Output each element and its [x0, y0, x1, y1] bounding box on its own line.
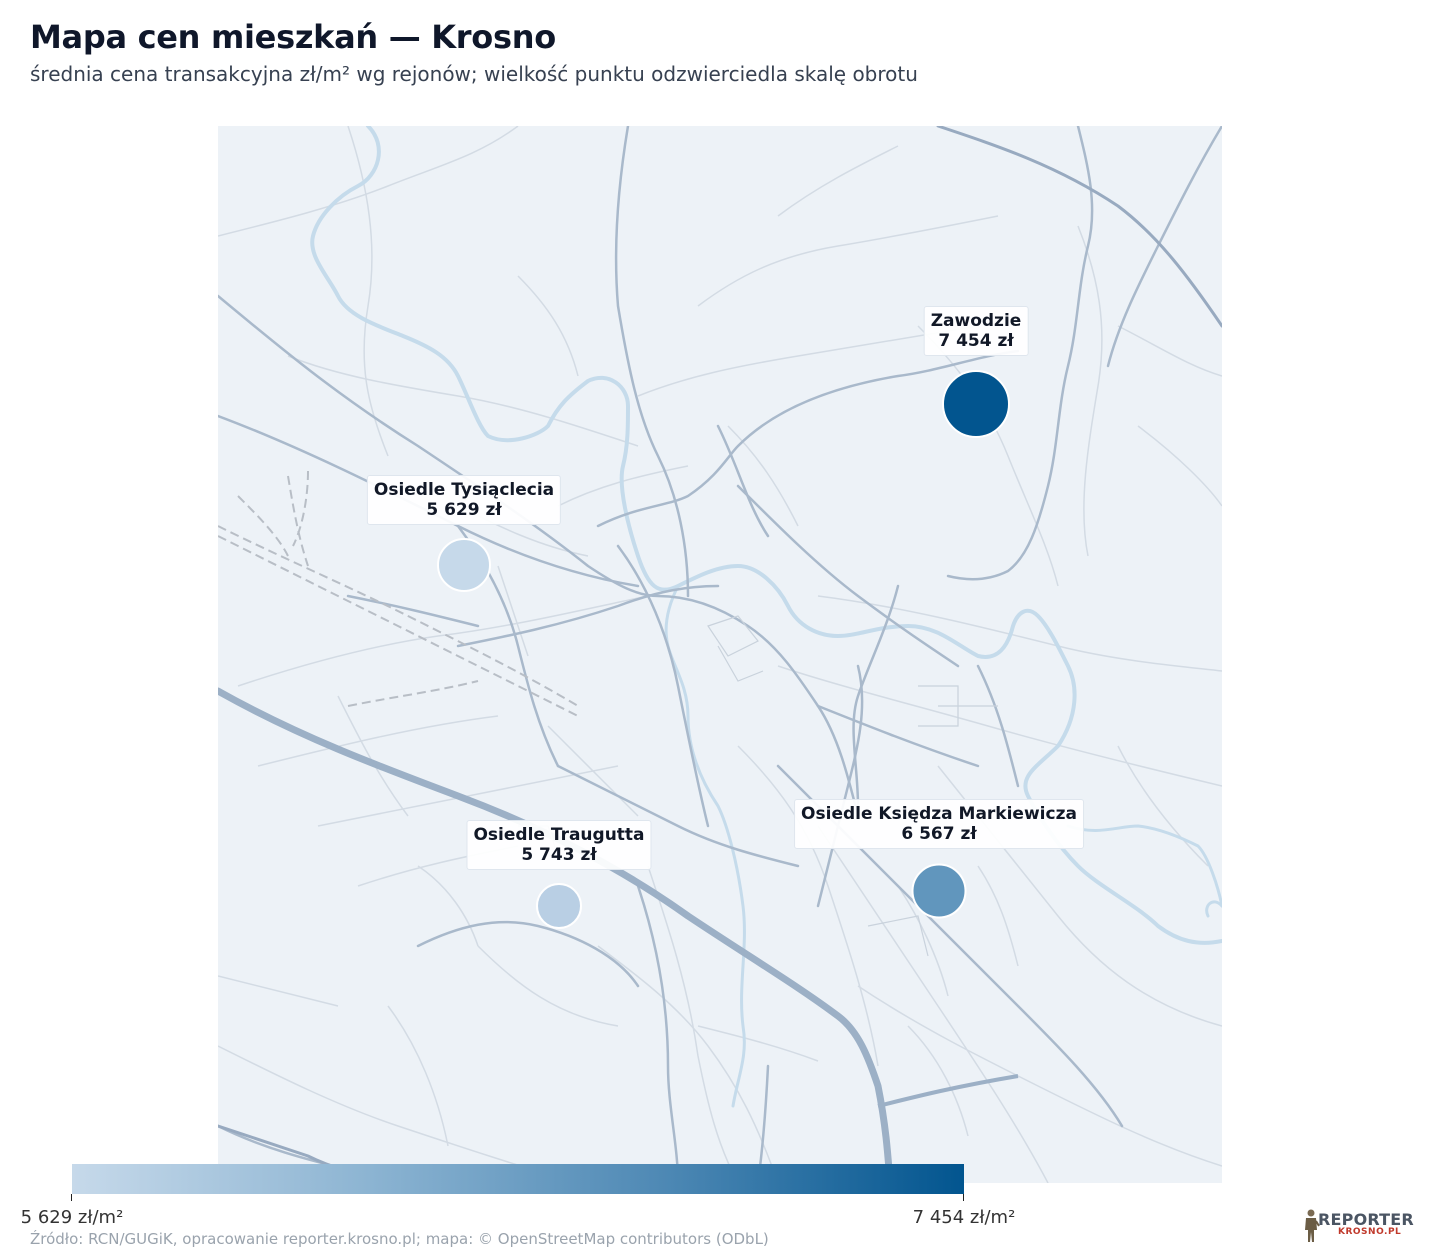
district-label: Osiedle Księdza Markiewicza 6 567 zł — [794, 799, 1084, 849]
scale-label-max: 7 454 zł/m² — [912, 1207, 1016, 1228]
reporter-figure-icon — [1305, 1209, 1320, 1242]
map-subtitle: średnia cena transakcyjna zł/m² wg rejon… — [30, 62, 918, 86]
scale-label-min: 5 629 zł/m² — [20, 1207, 124, 1228]
minor-roads — [218, 126, 1222, 1183]
district-name: Osiedle Traugutta — [473, 825, 645, 845]
scale-tick-min — [71, 1194, 72, 1201]
map-area[interactable]: Zawodzie 7 454 zł Osiedle Tysiąclecia 5 629… — [218, 126, 1222, 1183]
scale-tick-max — [963, 1194, 964, 1201]
district-marker[interactable] — [911, 863, 967, 919]
district-name: Zawodzie — [930, 311, 1022, 331]
major-roads — [218, 126, 1222, 1183]
district-name: Osiedle Księdza Markiewicza — [801, 804, 1077, 824]
railway — [218, 470, 579, 717]
district-label: Zawodzie 7 454 zł — [923, 306, 1029, 356]
source-note: Źródło: RCN/GUGiK, opracowanie reporter.… — [30, 1230, 769, 1248]
district-price: 7 454 zł — [938, 331, 1014, 351]
district-marker[interactable] — [536, 883, 582, 929]
color-scale-bar — [72, 1164, 964, 1194]
district-price: 5 743 zł — [521, 845, 597, 865]
reporter-krosno-logo: REPORTER KROSNO.PL — [1300, 1208, 1414, 1246]
basemap — [218, 126, 1222, 1183]
district-label: Osiedle Traugutta 5 743 zł — [466, 820, 652, 870]
map-title: Mapa cen mieszkań — Krosno — [30, 18, 556, 56]
district-price: 6 567 zł — [901, 824, 977, 844]
district-label: Osiedle Tysiąclecia 5 629 zł — [366, 475, 562, 525]
expressway-branch — [877, 1074, 1019, 1108]
logo-text-reporter: REPORTER — [1318, 1210, 1414, 1229]
district-name: Osiedle Tysiąclecia — [373, 480, 555, 500]
district-price: 5 629 zł — [426, 500, 502, 520]
district-marker[interactable] — [437, 538, 491, 592]
rivers — [310, 126, 1222, 1108]
logo-text-krosno: KROSNO.PL — [1338, 1227, 1402, 1237]
district-marker[interactable] — [942, 370, 1010, 438]
trunk-roads — [218, 126, 1222, 1183]
expressway — [218, 687, 894, 1183]
